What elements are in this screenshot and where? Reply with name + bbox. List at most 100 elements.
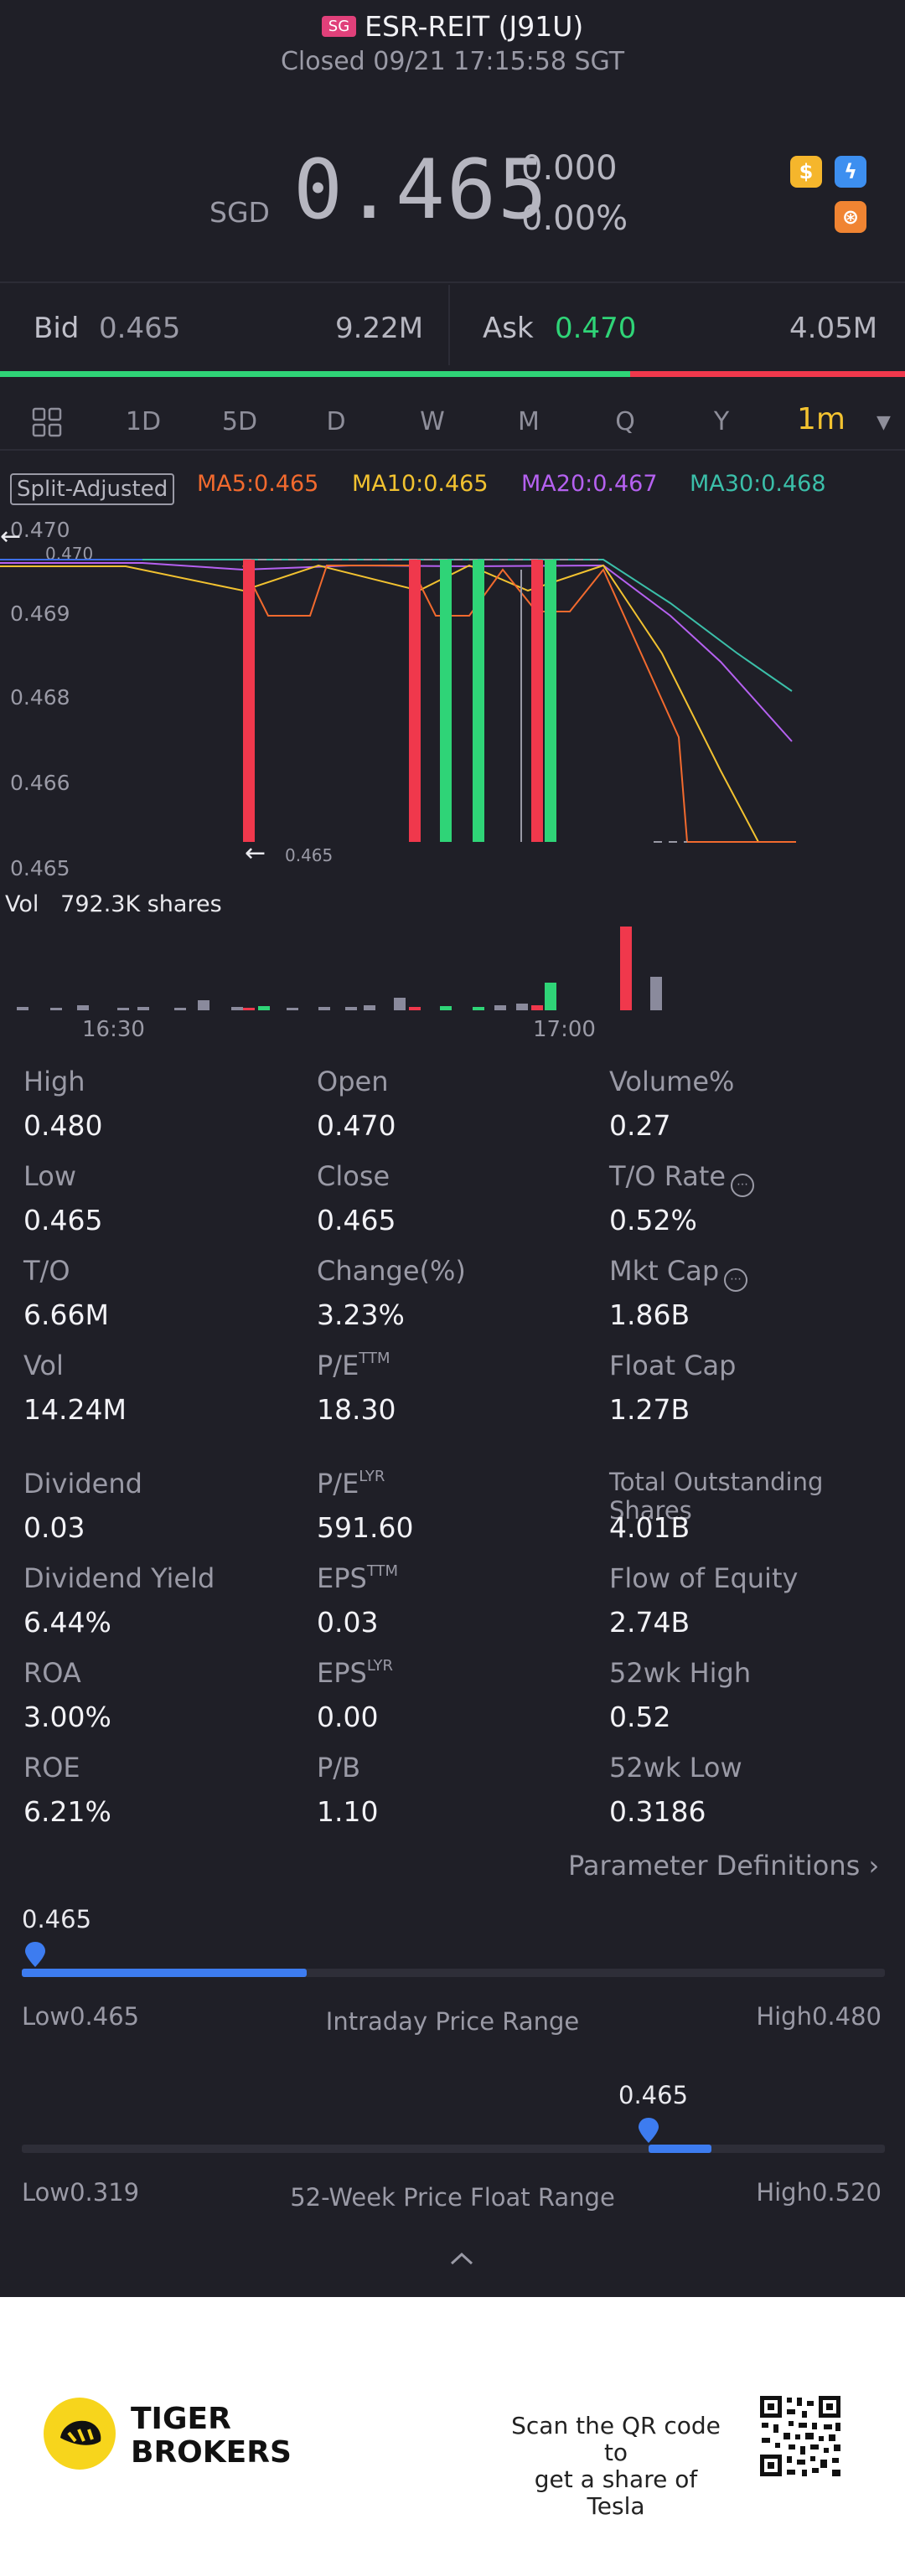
- scan-line-2: get a share of Tesla: [534, 2465, 698, 2520]
- stat-label-mkt-cap[interactable]: Mkt Cap ⋯: [609, 1255, 748, 1292]
- candle-up: [440, 560, 452, 842]
- tab-1d[interactable]: 1D: [125, 407, 162, 436]
- stat-value-total-outstanding-shares: 4.01B: [609, 1511, 690, 1544]
- tab-y[interactable]: Y: [713, 407, 730, 436]
- stat-label-text: 52wk High: [609, 1657, 752, 1689]
- stat-value-dividend-yield: 6.44%: [23, 1606, 111, 1639]
- volume-bar: [137, 1007, 149, 1010]
- stat-label-text: 52wk Low: [609, 1752, 742, 1784]
- stat-label-open: Open: [317, 1066, 388, 1097]
- stat-value-mkt-cap: 1.86B: [609, 1298, 690, 1331]
- candle-down: [531, 560, 543, 842]
- options-badge-icon[interactable]: ⊛: [835, 201, 866, 233]
- info-icon[interactable]: ⋯: [724, 1268, 748, 1292]
- volume-label: Vol 792.3K shares: [5, 891, 222, 917]
- volume-bar: [364, 1005, 375, 1010]
- period-tabs: 1D 5D D W M Q Y 1m ▼: [0, 395, 905, 446]
- volume-bar: [117, 1008, 129, 1010]
- scan-text: Scan the QR code to get a share of Tesla: [503, 2413, 729, 2520]
- tab-5d[interactable]: 5D: [221, 407, 258, 436]
- stat-label-text: EPS: [317, 1562, 367, 1594]
- currency-label: SGD: [209, 196, 270, 229]
- ma20-label: MA20:0.467: [521, 471, 658, 497]
- stat-label-text: Low: [23, 1160, 77, 1192]
- stat-label-text: Volume%: [609, 1066, 735, 1097]
- stat-value-roe: 6.21%: [23, 1795, 111, 1828]
- divider: [448, 285, 450, 365]
- ma30-label: MA30:0.468: [690, 471, 826, 497]
- tab-q[interactable]: Q: [615, 407, 635, 436]
- volume-bar: [318, 1007, 330, 1010]
- stat-value-high: 0.480: [23, 1109, 103, 1142]
- ma5-line: [242, 565, 796, 843]
- lightning-badge-icon[interactable]: ϟ: [835, 156, 866, 188]
- stat-label-text: Dividend Yield: [23, 1562, 215, 1594]
- ask-volume: 4.05M: [789, 312, 878, 345]
- stat-value-open: 0.470: [317, 1109, 396, 1142]
- price-chart[interactable]: ← 0.470 ← 0.465: [0, 519, 905, 1022]
- stat-label-p-b: P/B: [317, 1752, 360, 1784]
- stat-label-roa: ROA: [23, 1657, 81, 1689]
- market-status: Closed 09/21 17:15:58 SGT: [280, 47, 625, 76]
- location-pin-icon: [639, 2118, 659, 2143]
- week52-low: Low0.319: [22, 2178, 140, 2207]
- stat-label-vol: Vol: [23, 1350, 64, 1381]
- volume-bar: [409, 1007, 421, 1010]
- info-icon[interactable]: ⋯: [731, 1174, 755, 1197]
- volume-bar: [545, 983, 556, 1010]
- tab-m[interactable]: M: [518, 407, 540, 436]
- stat-value-change: 3.23%: [317, 1298, 405, 1331]
- chevron-right-icon: ›: [868, 1850, 880, 1882]
- y-axis-label: 0.466: [10, 771, 70, 795]
- brand-line-2: BROKERS: [131, 2435, 292, 2470]
- market-badge: SG: [321, 16, 357, 37]
- stat-label-t-o-rate[interactable]: T/O Rate ⋯: [609, 1160, 755, 1197]
- week52-range-track: [22, 2145, 885, 2153]
- qr-code-icon: [758, 2394, 842, 2478]
- location-pin-icon: [25, 1942, 45, 1967]
- tab-d[interactable]: D: [326, 407, 346, 436]
- stat-label-text: P/B: [317, 1752, 361, 1784]
- volume-bar: [345, 1007, 357, 1010]
- stat-label-p-e-ttm: P/ETTM: [317, 1350, 390, 1381]
- split-adjusted-toggle[interactable]: Split-Adjusted: [10, 473, 175, 505]
- app-screen: [0, 0, 905, 2297]
- intraday-range-track: [22, 1969, 885, 1977]
- stat-label-text: Mkt Cap: [609, 1255, 720, 1287]
- stat-label-text: EPS: [317, 1657, 367, 1689]
- volume-bar: [440, 1006, 452, 1010]
- candle-down: [409, 560, 421, 842]
- stat-label-dividend: Dividend: [23, 1468, 142, 1500]
- tab-w[interactable]: W: [420, 407, 445, 436]
- stat-label-text: Vol: [23, 1350, 64, 1381]
- parameter-definitions-link[interactable]: Parameter Definitions ›: [568, 1850, 879, 1882]
- stat-label-roe: ROE: [23, 1752, 80, 1784]
- layout-grid-icon[interactable]: [32, 407, 62, 437]
- dollar-badge-icon[interactable]: $: [790, 156, 822, 188]
- stat-value-52wk-low: 0.3186: [609, 1795, 706, 1828]
- volume-bar: [650, 977, 662, 1010]
- stat-value-dividend: 0.03: [23, 1511, 85, 1544]
- stat-label-text: Close: [317, 1160, 390, 1192]
- price-change: 0.000: [521, 149, 618, 188]
- stat-value-t-o: 6.66M: [23, 1298, 109, 1331]
- stat-value-t-o-rate: 0.52%: [609, 1204, 697, 1236]
- intraday-low: Low0.465: [22, 2002, 140, 2031]
- last-price: 0.465: [293, 142, 550, 238]
- stat-value-eps-lyr: 0.00: [317, 1701, 379, 1733]
- stat-value-vol: 14.24M: [23, 1393, 127, 1426]
- stat-value-volume: 0.27: [609, 1109, 671, 1142]
- footer-banner: [0, 2297, 905, 2576]
- ask-label: Ask: [483, 312, 534, 345]
- stat-label-dividend-yield: Dividend Yield: [23, 1562, 215, 1594]
- stat-label-text: Flow of Equity: [609, 1562, 799, 1594]
- stat-label-flow-of-equity: Flow of Equity: [609, 1562, 798, 1594]
- volume-bar: [531, 1005, 543, 1010]
- chevron-up-icon[interactable]: [449, 2250, 474, 2267]
- week52-high: High0.520: [756, 2178, 882, 2207]
- tab-1m[interactable]: 1m: [797, 402, 846, 436]
- volume-bar: [473, 1007, 484, 1010]
- chevron-down-icon[interactable]: ▼: [877, 412, 891, 433]
- ma10-label: MA10:0.465: [352, 471, 489, 497]
- ask-ratio-bar: [630, 371, 905, 377]
